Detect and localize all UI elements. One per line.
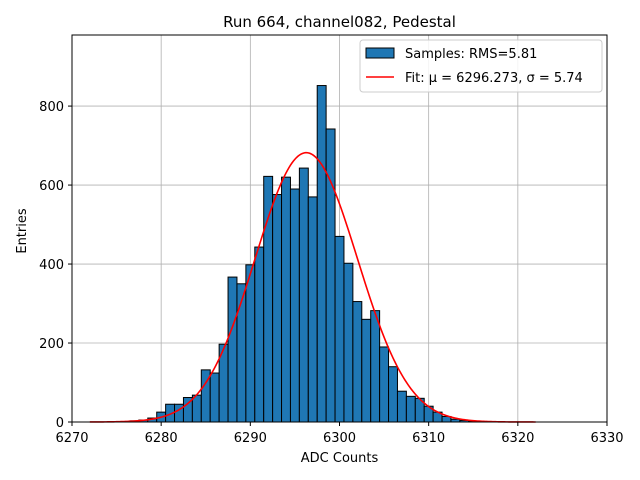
histogram-bar	[263, 175, 274, 423]
y-tick-label: 600	[39, 179, 64, 194]
histogram-bar	[298, 167, 309, 423]
histogram-bar	[254, 246, 265, 423]
histogram-bar	[272, 194, 283, 423]
histogram-bar	[370, 310, 381, 423]
bars-layer	[129, 85, 479, 423]
histogram-bar	[388, 366, 398, 423]
y-tick-label: 0	[56, 416, 64, 431]
histogram-bar	[325, 128, 336, 423]
histogram-bar	[379, 346, 390, 423]
x-tick-label: 6270	[55, 431, 88, 446]
histogram-bar	[361, 318, 372, 423]
histogram-bar	[352, 301, 363, 423]
histogram-bar	[227, 276, 238, 423]
chart-title: Run 664, channel082, Pedestal	[223, 13, 456, 31]
legend: Samples: RMS=5.81 Fit: μ = 6296.273, σ =…	[359, 39, 603, 93]
histogram-bar	[307, 196, 318, 423]
histogram-bar	[396, 390, 407, 423]
y-axis-label: Entries	[15, 208, 30, 254]
histogram-bar	[245, 264, 256, 423]
legend-label-samples: Samples: RMS=5.81	[405, 47, 537, 62]
legend-box	[359, 39, 603, 93]
histogram-bar	[191, 394, 202, 423]
legend-bar-swatch	[365, 47, 395, 59]
x-tick-label: 6300	[323, 431, 356, 446]
histogram-bar	[405, 395, 416, 423]
x-tick-label: 6310	[412, 431, 445, 446]
ticks-layer: 6270 6280 6290 6300 6310 6320 6330 0 200 400 600 80…	[39, 100, 623, 446]
y-tick-label: 800	[39, 100, 64, 115]
x-tick-label: 6320	[501, 431, 534, 446]
x-axis-label: ADC Counts	[301, 451, 379, 466]
histogram-bar	[343, 262, 354, 423]
y-tick-label: 400	[39, 258, 64, 273]
histogram-bar	[289, 188, 300, 423]
x-tick-label: 6330	[590, 431, 623, 446]
histogram-bar	[316, 85, 327, 423]
histogram-bar	[236, 283, 247, 423]
y-tick-label: 200	[39, 337, 64, 352]
x-tick-label: 6280	[145, 431, 178, 446]
fit-curve	[89, 151, 536, 423]
histogram-bar	[334, 235, 345, 423]
histogram-bar	[209, 372, 220, 423]
histogram-bar	[281, 176, 291, 423]
legend-label-fit: Fit: μ = 6296.273, σ = 5.74	[405, 71, 583, 86]
x-tick-label: 6290	[234, 431, 267, 446]
